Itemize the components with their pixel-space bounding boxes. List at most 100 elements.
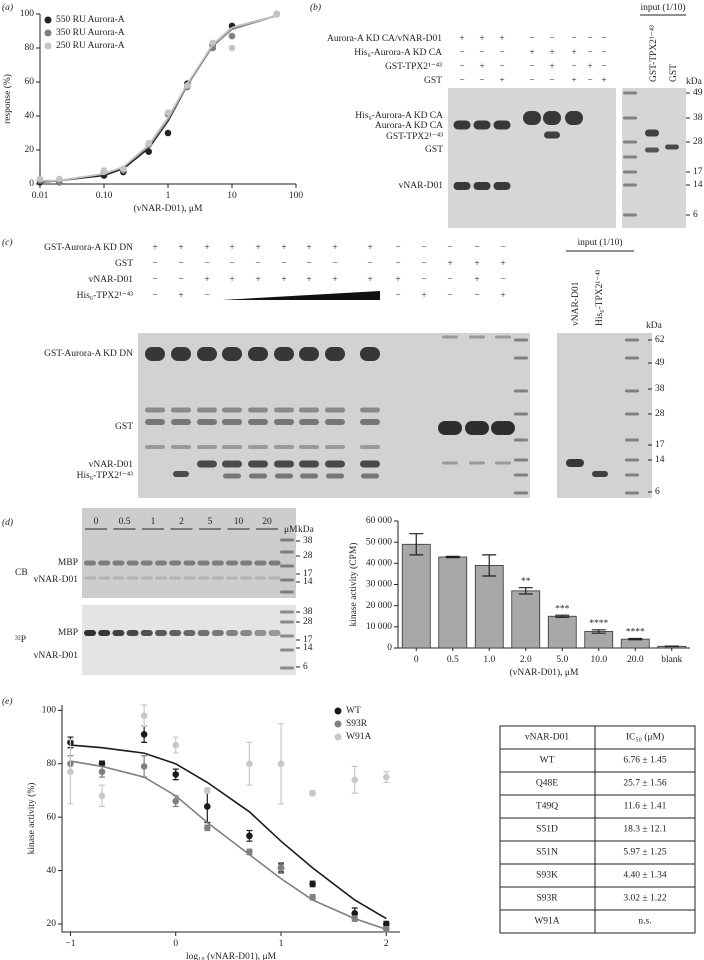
titration-wedge	[222, 291, 380, 300]
band	[254, 630, 267, 636]
fit-line	[70, 760, 387, 931]
x-tick-label: 2.0	[520, 655, 532, 665]
x-axis-label: log₁₀ (vNAR-D01), μM	[186, 951, 277, 960]
unit-label: μM	[284, 525, 298, 535]
legend-marker	[44, 42, 52, 50]
band	[222, 419, 242, 425]
x-tick-label: 0.10	[96, 191, 113, 201]
x-tick-label: 10	[227, 191, 237, 201]
y-tick-label: 50 000	[366, 537, 392, 547]
x-tick-label: 0.5	[447, 655, 459, 665]
condition-label: GST-TPX2¹⁻⁴³	[385, 62, 442, 72]
condition-sign: +	[152, 243, 157, 253]
point	[140, 731, 148, 738]
band	[623, 155, 637, 159]
legend-label: S93R	[346, 719, 368, 729]
gel	[82, 605, 296, 675]
marker-label: 14	[303, 643, 313, 653]
band	[254, 560, 267, 566]
lane-label: GST-TPX2¹⁻⁴³	[649, 25, 659, 82]
condition-sign: −	[459, 76, 464, 86]
marker-label: 38	[693, 113, 703, 123]
marker-label: 14	[655, 455, 665, 465]
band	[222, 460, 242, 468]
band	[299, 460, 319, 468]
y-tick-label: 0	[29, 179, 34, 189]
band	[98, 560, 111, 566]
band	[465, 421, 489, 435]
band	[625, 338, 639, 342]
condition-sign: −	[479, 48, 484, 58]
significance-label: ***	[555, 604, 570, 614]
marker-label: 38	[303, 607, 313, 617]
point	[351, 776, 359, 784]
kda-title: kDa	[646, 321, 663, 331]
condition-sign: −	[447, 243, 452, 253]
condition-sign: +	[549, 62, 554, 72]
band	[442, 335, 458, 339]
table-header: IC₅₀ (μM)	[626, 732, 664, 743]
condition-sign: −	[500, 243, 505, 253]
condition-sign: +	[500, 259, 505, 269]
band	[645, 129, 659, 137]
y-tick-label: 80	[47, 759, 57, 769]
bar	[474, 565, 504, 649]
band	[625, 356, 639, 360]
condition-sign: −	[395, 259, 400, 269]
legend-label: WT	[346, 706, 361, 716]
band	[299, 419, 319, 425]
legend-label: 350 RU Aurora-A	[56, 28, 125, 38]
legend-marker	[44, 29, 52, 37]
band-label: GST	[425, 145, 443, 155]
legend-marker	[334, 707, 342, 715]
marker-label: 17	[693, 167, 703, 177]
legend-marker	[334, 733, 342, 741]
band	[197, 419, 217, 425]
point	[145, 148, 153, 155]
band	[625, 412, 639, 416]
marker-label: 14	[303, 577, 313, 587]
legend-label: 250 RU Aurora-A	[56, 41, 125, 51]
table-cell: 11.6 ± 1.41	[624, 802, 667, 812]
condition-sign: −	[459, 62, 464, 72]
band-label: vNAR-D01	[399, 181, 444, 191]
band	[222, 407, 242, 413]
marker-label: 6	[655, 487, 660, 497]
bar	[511, 590, 541, 649]
condition-sign: −	[204, 259, 209, 269]
band	[469, 335, 485, 339]
band	[473, 182, 491, 190]
band	[248, 460, 268, 468]
y-tick-label: 60 000	[366, 516, 392, 526]
table-cell: W91A	[534, 917, 559, 927]
point	[383, 926, 390, 933]
band	[623, 91, 637, 95]
band	[155, 560, 167, 566]
y-tick-label: 20 000	[366, 601, 392, 611]
band	[226, 576, 238, 580]
band	[211, 560, 224, 566]
table-cell: 3.02 ± 1.22	[623, 894, 666, 904]
band	[268, 576, 281, 580]
condition-sign: −	[529, 76, 534, 86]
band	[473, 120, 491, 130]
panel-label: (c)	[2, 237, 13, 248]
condition-sign: +	[421, 291, 426, 301]
x-tick-label: 1.0	[483, 655, 495, 665]
band	[514, 338, 528, 342]
band	[280, 648, 294, 652]
band	[140, 630, 153, 636]
band	[197, 630, 210, 636]
point	[140, 712, 148, 719]
condition-sign: +	[479, 62, 484, 72]
table-cell: S51D	[536, 825, 558, 835]
x-tick-label: 10.0	[590, 655, 607, 665]
table-cell: S93K	[536, 871, 558, 881]
point	[119, 165, 127, 172]
band	[280, 610, 294, 614]
band	[197, 407, 217, 413]
band	[226, 630, 238, 636]
x-tick-label: 100	[289, 191, 304, 201]
y-tick-label: 60	[25, 77, 35, 87]
band	[240, 560, 253, 566]
